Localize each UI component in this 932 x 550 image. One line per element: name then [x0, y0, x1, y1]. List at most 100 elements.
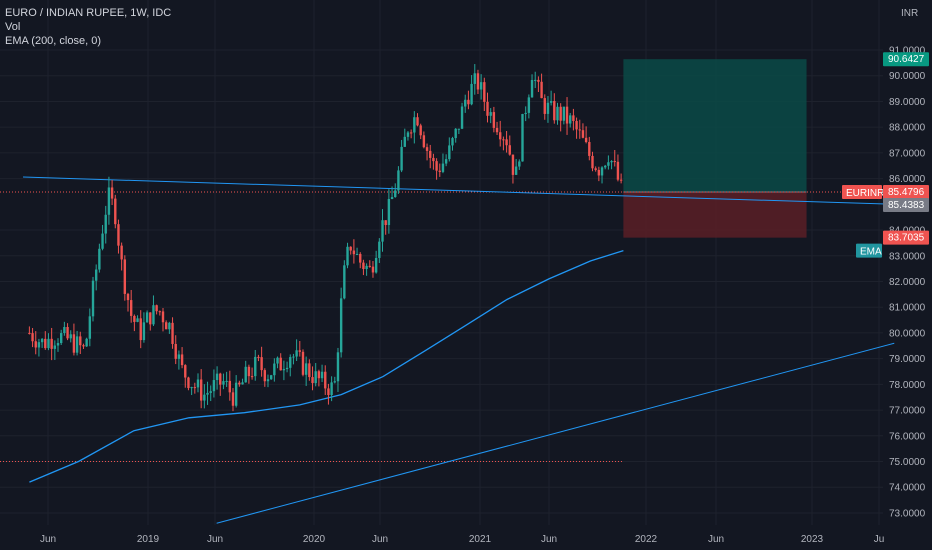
candle-body	[110, 187, 114, 199]
candle-body	[285, 367, 289, 370]
ema-tag: EMA	[856, 243, 882, 258]
candle-body	[483, 82, 486, 102]
candle-body	[597, 169, 601, 176]
candle-body	[584, 137, 588, 143]
candle-body	[549, 101, 553, 103]
time-axis[interactable]: Jun 2019 Jun 2020 Jun 2021 Jun 2022 Jun 2023 Ju	[40, 534, 884, 545]
candle-body	[149, 312, 152, 325]
time-tick-label: 2020	[303, 534, 326, 545]
candle-body	[556, 106, 559, 121]
candle-body	[298, 350, 301, 352]
candle-body	[158, 311, 162, 313]
legend-volume[interactable]: Vol	[5, 21, 21, 33]
candle-body	[339, 298, 343, 353]
time-tick-label: 2019	[137, 534, 160, 545]
candle-body	[425, 147, 429, 151]
candle-body	[257, 356, 260, 358]
candle-body	[295, 350, 298, 357]
candle-body	[44, 338, 47, 349]
candle-body	[514, 166, 518, 175]
candle-body	[604, 165, 607, 168]
trendline-upper	[23, 176, 895, 205]
candle-body	[530, 80, 534, 98]
candle-body	[50, 338, 53, 349]
candle-body	[184, 365, 187, 378]
candle-body	[613, 161, 616, 163]
candle-body	[349, 246, 352, 251]
candle-body	[66, 326, 69, 339]
candle-body	[174, 343, 177, 359]
candle-body	[91, 280, 95, 317]
candle-body	[126, 293, 130, 301]
candle-body	[98, 248, 101, 270]
candle-body	[457, 128, 461, 130]
target-price-tag-text: 90.6427	[888, 54, 925, 65]
candle-body	[37, 342, 41, 348]
candle-body	[441, 163, 445, 172]
price-tick-label: 78.0000	[889, 380, 926, 391]
symbol-tag: EURINR	[842, 184, 884, 199]
candle-body	[114, 198, 117, 225]
candle-body	[489, 112, 492, 116]
candle-body	[537, 79, 540, 82]
stop-price-tag-text: 83.7035	[888, 233, 925, 244]
candle-body	[594, 168, 597, 170]
candle-body	[422, 135, 426, 148]
candle-body	[187, 377, 190, 389]
candle-body	[94, 269, 98, 281]
candle-body	[619, 179, 623, 181]
candle-body	[397, 170, 400, 191]
candle-body	[199, 379, 203, 401]
candle-body	[225, 380, 228, 382]
chart-lines	[0, 176, 895, 524]
candle-body	[139, 318, 142, 341]
candle-body	[69, 334, 72, 339]
candle-body	[409, 132, 413, 134]
candle-body	[553, 101, 556, 121]
price-axis-unit: INR	[901, 8, 918, 19]
candle-body	[495, 127, 499, 133]
candle-body	[250, 376, 254, 378]
candle-body	[352, 250, 356, 255]
candle-body	[79, 336, 82, 346]
candle-body	[53, 345, 57, 349]
candle-body	[75, 336, 79, 353]
candle-body	[193, 387, 197, 389]
candle-body	[454, 128, 457, 139]
price-tick-label: 79.0000	[889, 354, 926, 365]
candle-body	[355, 253, 359, 255]
candle-body	[247, 366, 251, 377]
legend-ema[interactable]: EMA (200, close, 0)	[5, 35, 101, 47]
candle-body	[565, 106, 569, 124]
candle-body	[562, 106, 566, 121]
candle-body	[266, 379, 270, 382]
candle-body	[254, 356, 257, 377]
candle-body	[320, 371, 324, 379]
candle-body	[492, 112, 496, 128]
candle-body	[588, 142, 591, 156]
candle-body	[276, 357, 279, 364]
legend-symbol[interactable]: EURO / INDIAN RUPEE, 1W, IDC	[5, 7, 172, 19]
price-tick-label: 76.0000	[889, 431, 926, 442]
last-price-tag-text: 85.4796	[888, 187, 925, 198]
candle-body	[107, 187, 111, 215]
price-tick-label: 87.0000	[889, 148, 926, 159]
candle-body	[343, 265, 346, 299]
candle-body	[400, 146, 403, 171]
time-tick-label: Jun	[40, 534, 56, 545]
candle-body	[88, 316, 92, 339]
candle-body	[607, 162, 610, 166]
candle-body	[72, 334, 76, 353]
candle-body	[168, 322, 171, 330]
time-tick-label: Ju	[874, 534, 885, 545]
candle-body	[28, 332, 31, 334]
price-tick-label: 91.0000	[889, 46, 926, 57]
candle-body	[82, 345, 85, 347]
candle-body	[384, 220, 387, 226]
candle-body	[215, 373, 219, 381]
price-tick-label: 83.0000	[889, 251, 926, 262]
candle-body	[359, 253, 362, 263]
candle-body	[403, 136, 406, 147]
candle-body	[534, 79, 537, 81]
